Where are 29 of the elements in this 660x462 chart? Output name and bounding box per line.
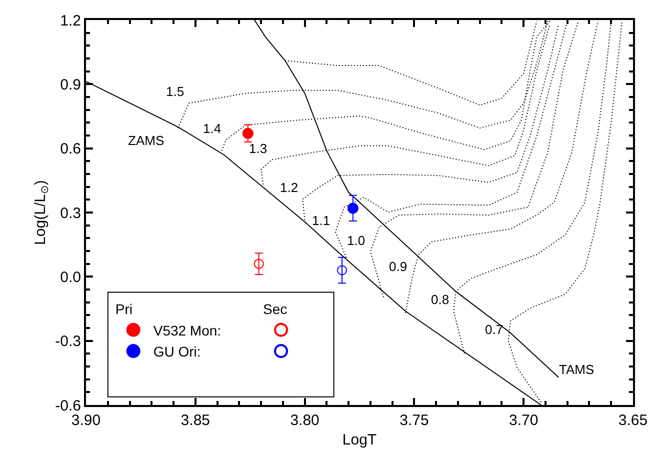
- annotation: 0.9: [389, 259, 408, 274]
- annotation: 0.7: [485, 322, 504, 337]
- x-tick-label: 3.90: [71, 412, 101, 429]
- y-tick-label: 0.9: [60, 76, 81, 94]
- x-tick-label: 3.75: [400, 412, 429, 429]
- annotation: 1.5: [166, 84, 184, 99]
- annotation: 1.2: [280, 180, 298, 195]
- annotation: Pri: [115, 301, 132, 318]
- series-label: TAMS: [559, 362, 594, 377]
- x-tick-label: 3.65: [618, 412, 648, 429]
- y-tick-label: 0.0: [60, 268, 81, 286]
- y-tick-label: -0.6: [55, 397, 81, 414]
- legend-label: V532 Mon:: [153, 322, 222, 338]
- y-tick-label: -0.3: [55, 333, 81, 350]
- x-axis-title: LogT: [342, 432, 377, 448]
- annotation: Sec: [263, 301, 288, 318]
- x-tick-label: 3.85: [180, 412, 210, 429]
- annotation: 1.1: [312, 213, 330, 228]
- annotation: 1.4: [203, 121, 222, 136]
- annotation: 1.3: [249, 141, 268, 156]
- y-tick-label: 1.2: [60, 12, 81, 30]
- annotation: 0.8: [431, 292, 450, 307]
- annotation: ZAMS: [128, 133, 164, 148]
- annotation: 1.0: [347, 233, 366, 248]
- x-tick-label: 3.70: [509, 412, 538, 429]
- x-tick-label: 3.80: [290, 412, 320, 429]
- legend-label: GU Ori:: [153, 344, 201, 360]
- y-tick-label: 0.3: [60, 204, 81, 222]
- y-tick-label: 0.6: [60, 140, 81, 158]
